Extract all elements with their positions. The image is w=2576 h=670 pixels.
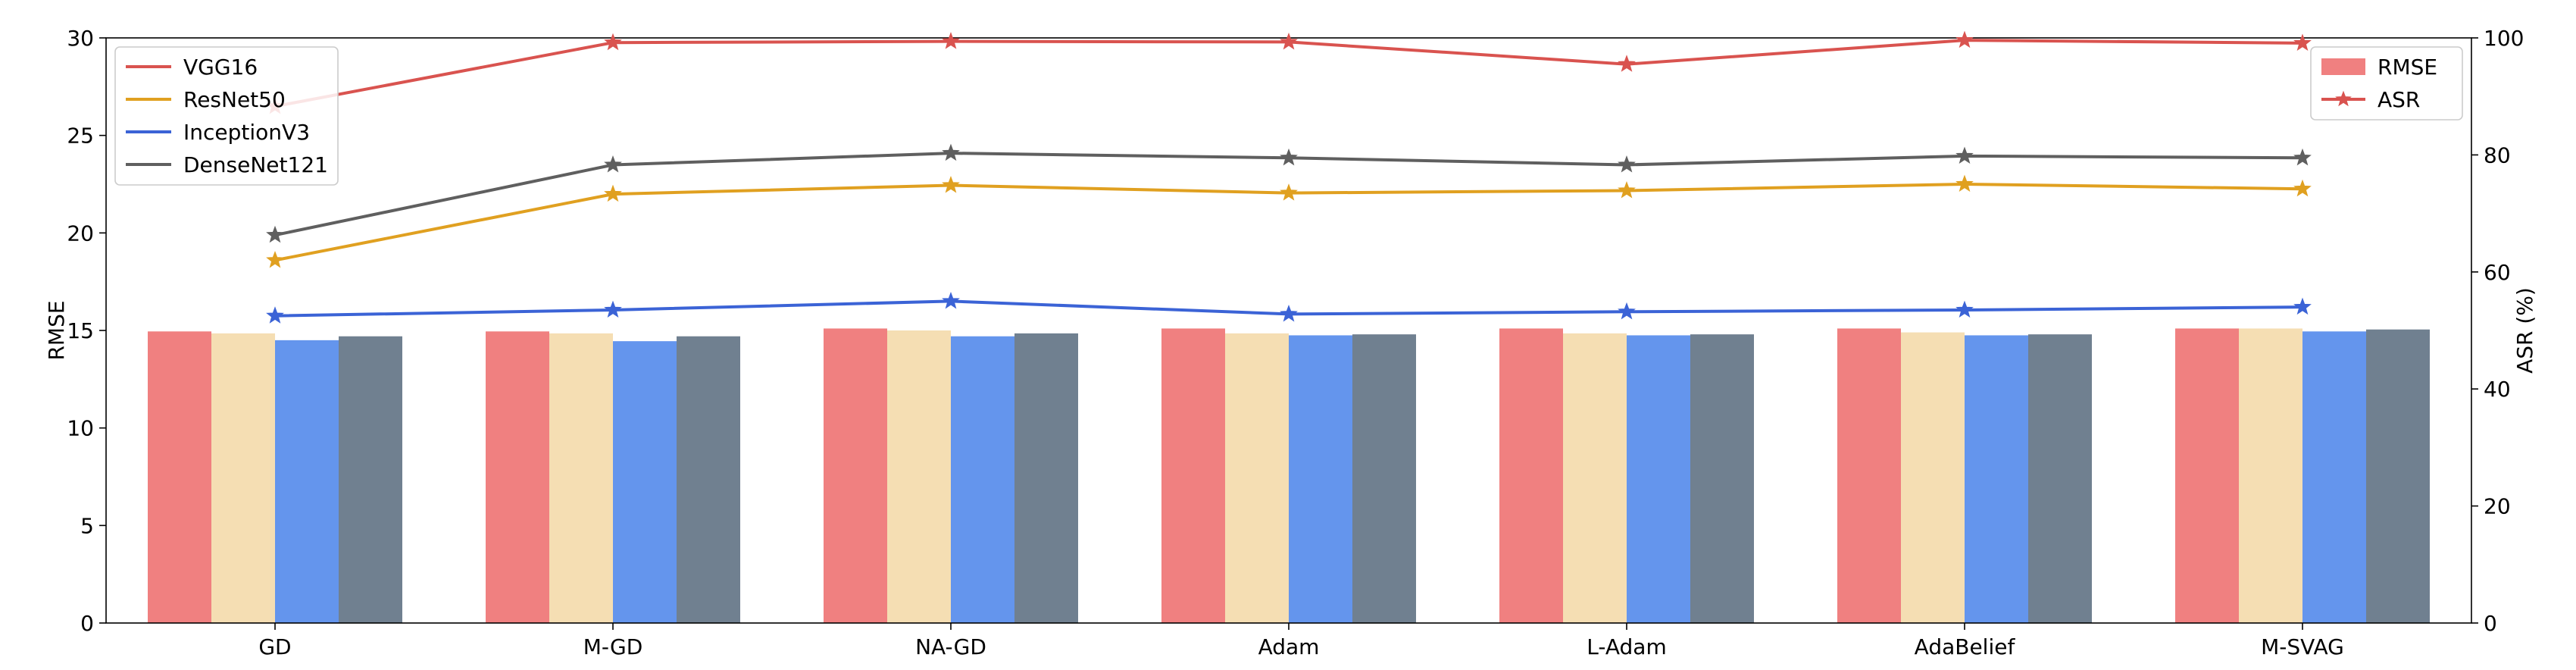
point-vgg16-na-gd <box>942 32 960 49</box>
bar-resnet50-adabelief <box>1901 332 1965 623</box>
point-densenet121-l-adam <box>1618 155 1636 173</box>
y2-tick-label: 100 <box>2484 26 2524 51</box>
bar-densenet121-m-svag <box>2366 329 2430 623</box>
point-inceptionv3-l-adam <box>1618 302 1636 320</box>
point-resnet50-adabelief <box>1955 174 1974 193</box>
x-tick-label: NA-GD <box>915 634 986 659</box>
point-inceptionv3-gd <box>266 306 284 324</box>
y2-tick-label: 80 <box>2484 142 2511 168</box>
legend-label-vgg16: VGG16 <box>183 55 258 80</box>
y-tick-label: 0 <box>80 611 94 636</box>
bar-densenet121-adam <box>1352 334 1416 623</box>
y2-tick-label: 0 <box>2484 611 2497 636</box>
y-tick-label: 15 <box>67 318 94 343</box>
bar-inceptionv3-adam <box>1289 335 1352 623</box>
point-vgg16-adabelief <box>1955 30 1974 49</box>
y2-tick-label: 20 <box>2484 494 2511 519</box>
point-resnet50-na-gd <box>942 176 960 193</box>
bar-resnet50-m-svag <box>2239 328 2302 623</box>
point-vgg16-m-svag <box>2293 33 2312 51</box>
y2-tick-label: 60 <box>2484 260 2511 285</box>
x-tick-label: M-GD <box>583 634 643 659</box>
bar-vgg16-gd <box>148 331 211 623</box>
bar-resnet50-na-gd <box>887 330 951 623</box>
bar-inceptionv3-m-svag <box>2302 331 2366 623</box>
point-resnet50-m-svag <box>2293 179 2312 197</box>
bar-densenet121-m-gd <box>677 336 740 623</box>
legend-metrics: RMSE ASR <box>2310 46 2463 121</box>
point-inceptionv3-adabelief <box>1955 300 1974 318</box>
y-tick-label: 25 <box>67 124 94 149</box>
bar-densenet121-gd <box>339 336 402 623</box>
legend-star-marker <box>2335 90 2352 107</box>
bar-resnet50-l-adam <box>1563 333 1627 623</box>
x-tick-label: L-Adam <box>1587 634 1666 659</box>
bar-densenet121-l-adam <box>1690 334 1754 623</box>
point-inceptionv3-m-gd <box>604 300 622 318</box>
bar-resnet50-gd <box>211 333 275 623</box>
y2-tick-label: 40 <box>2484 377 2511 402</box>
bar-inceptionv3-adabelief <box>1965 335 2028 623</box>
point-densenet121-adabelief <box>1955 146 1974 164</box>
legend-label-rmse: RMSE <box>2377 55 2437 80</box>
bar-densenet121-adabelief <box>2028 334 2092 623</box>
y-tick-label: 20 <box>67 221 94 246</box>
bars-layer <box>148 328 2430 623</box>
bar-resnet50-m-gd <box>549 333 613 623</box>
legend-swatch-rmse <box>2321 58 2365 75</box>
point-vgg16-l-adam <box>1618 55 1636 72</box>
legend-label-asr: ASR <box>2377 87 2420 112</box>
legend-label-inceptionv3: InceptionV3 <box>183 120 310 145</box>
point-inceptionv3-m-svag <box>2293 297 2312 315</box>
y-tick-label: 10 <box>67 416 94 441</box>
axes-layer: 0 5 10 15 20 25 30 0 20 40 60 80 100 GD M-GD NA-GD Adam L… <box>44 26 2537 659</box>
bar-inceptionv3-l-adam <box>1627 335 1690 623</box>
point-densenet121-adam <box>1280 148 1298 166</box>
point-resnet50-adam <box>1280 183 1298 201</box>
bar-inceptionv3-na-gd <box>951 336 1014 623</box>
bar-vgg16-m-svag <box>2175 328 2239 623</box>
y2-axis-label: ASR (%) <box>2512 287 2537 374</box>
point-vgg16-m-gd <box>604 33 622 51</box>
point-densenet121-m-gd <box>604 155 622 173</box>
legend-box <box>114 46 339 186</box>
point-resnet50-m-gd <box>604 184 622 202</box>
bar-inceptionv3-m-gd <box>613 341 677 623</box>
legend-label-resnet50: ResNet50 <box>183 87 286 112</box>
point-densenet121-m-svag <box>2293 148 2312 166</box>
x-tick-label: GD <box>258 634 291 659</box>
point-inceptionv3-na-gd <box>942 291 960 309</box>
point-resnet50-gd <box>266 250 284 268</box>
lines-layer <box>266 30 2312 324</box>
legend-models: VGG16 ResNet50 InceptionV3 DenseNet121 <box>114 46 339 186</box>
point-inceptionv3-adam <box>1280 304 1298 322</box>
bar-inceptionv3-gd <box>275 340 339 623</box>
point-resnet50-l-adam <box>1618 181 1636 199</box>
point-vgg16-adam <box>1280 32 1298 50</box>
bar-vgg16-na-gd <box>824 328 887 623</box>
x-tick-label: AdaBelief <box>1915 634 2016 659</box>
x-tick-label: Adam <box>1258 634 1320 659</box>
bar-vgg16-l-adam <box>1499 328 1563 623</box>
bar-resnet50-adam <box>1225 333 1289 623</box>
line-vgg16 <box>274 39 2303 108</box>
point-densenet121-gd <box>266 225 284 243</box>
legend-label-densenet121: DenseNet121 <box>183 152 328 177</box>
x-tick-label: M-SVAG <box>2261 634 2344 659</box>
legends-layer: VGG16 ResNet50 InceptionV3 DenseNet121 RMSE A… <box>114 46 2463 186</box>
bar-densenet121-na-gd <box>1014 333 1078 623</box>
y-axis-label: RMSE <box>44 300 69 360</box>
bar-vgg16-adam <box>1161 328 1225 623</box>
bar-vgg16-adabelief <box>1837 328 1901 623</box>
y-tick-label: 30 <box>67 26 94 51</box>
bar-vgg16-m-gd <box>486 331 549 623</box>
point-densenet121-na-gd <box>942 143 960 161</box>
y-tick-label: 5 <box>80 513 94 538</box>
